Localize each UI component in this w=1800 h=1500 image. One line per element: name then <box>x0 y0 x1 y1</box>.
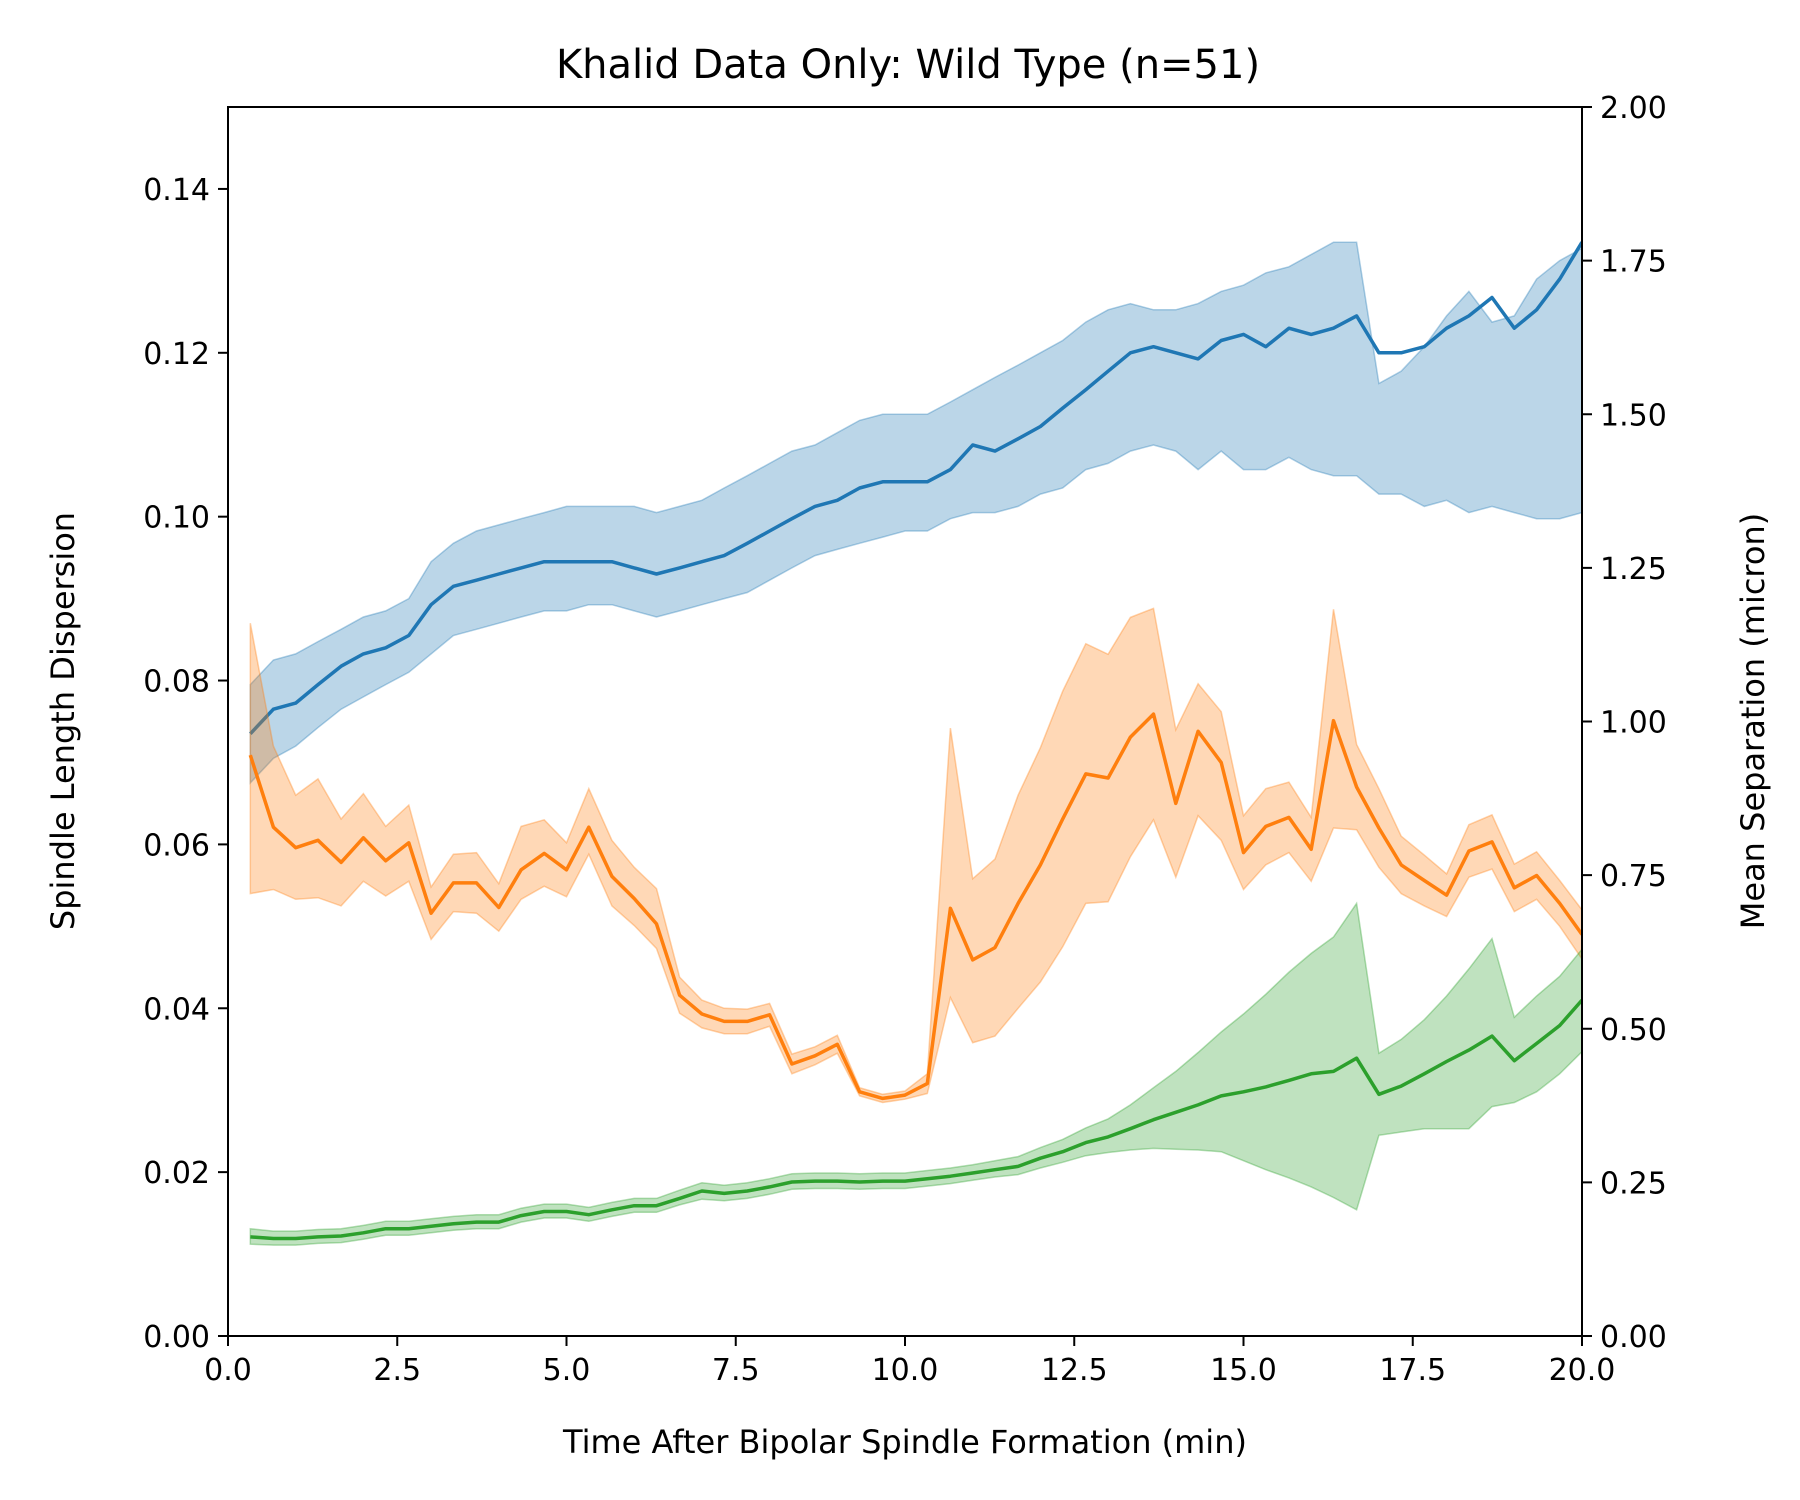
y-tick-label: 0.04 <box>143 992 210 1027</box>
series-3-line <box>250 998 1582 1241</box>
series-1-line <box>249 241 1582 735</box>
x-tick-label: 5.0 <box>543 1353 591 1388</box>
x-tick-label: 17.5 <box>1379 1353 1446 1388</box>
plot-area <box>248 241 1582 1246</box>
x-tick-label: 15.0 <box>1210 1353 1277 1388</box>
x-axis: 0.0 2.5 5.0 7.5 10.0 12.5 15.0 17.5 20.0 <box>204 1336 1615 1388</box>
y2-tick-label: 1.75 <box>1600 245 1667 280</box>
y2-axis-label: Mean Separation (micron) <box>1734 513 1772 929</box>
y-tick-label: 0.08 <box>143 665 210 700</box>
y-tick-label: 0.12 <box>143 337 210 372</box>
y2-tick-label: 1.25 <box>1600 552 1667 587</box>
y2-tick-label: 1.00 <box>1600 706 1667 741</box>
series-1-band <box>249 241 1582 785</box>
y-tick-label: 0.00 <box>143 1320 210 1355</box>
chart-title: Khalid Data Only: Wild Type (n=51) <box>556 42 1260 88</box>
y-axis-left: 0.00 0.02 0.04 0.06 0.08 0.10 0.12 0.14 <box>143 173 228 1355</box>
y-tick-label: 0.02 <box>143 1156 210 1191</box>
y2-tick-label: 2.00 <box>1600 91 1667 126</box>
y-axis-right: 0.00 0.25 0.50 0.75 1.00 1.25 1.50 1.75 2.00 <box>1582 91 1667 1355</box>
y-tick-label: 0.14 <box>143 173 210 208</box>
series-2-band <box>249 607 1582 1104</box>
x-tick-label: 7.5 <box>712 1353 760 1388</box>
y-axis-label: Spindle Length Dispersion <box>44 512 82 930</box>
y-tick-label: 0.06 <box>143 828 210 863</box>
y2-tick-label: 0.00 <box>1600 1320 1667 1355</box>
x-tick-label: 0.0 <box>204 1353 252 1388</box>
x-tick-label: 10.0 <box>872 1353 939 1388</box>
y-tick-label: 0.10 <box>143 501 210 536</box>
y2-tick-label: 1.50 <box>1600 398 1667 433</box>
y2-tick-label: 0.25 <box>1600 1166 1667 1201</box>
x-tick-label: 2.5 <box>373 1353 421 1388</box>
series-2-line <box>248 712 1582 1101</box>
series-3-band <box>249 901 1582 1246</box>
y2-tick-label: 0.75 <box>1600 859 1667 894</box>
x-axis-label: Time After Bipolar Spindle Formation (mi… <box>562 1423 1247 1461</box>
x-tick-label: 12.5 <box>1041 1353 1108 1388</box>
x-tick-label: 20.0 <box>1549 1353 1616 1388</box>
y2-tick-label: 0.50 <box>1600 1013 1667 1048</box>
